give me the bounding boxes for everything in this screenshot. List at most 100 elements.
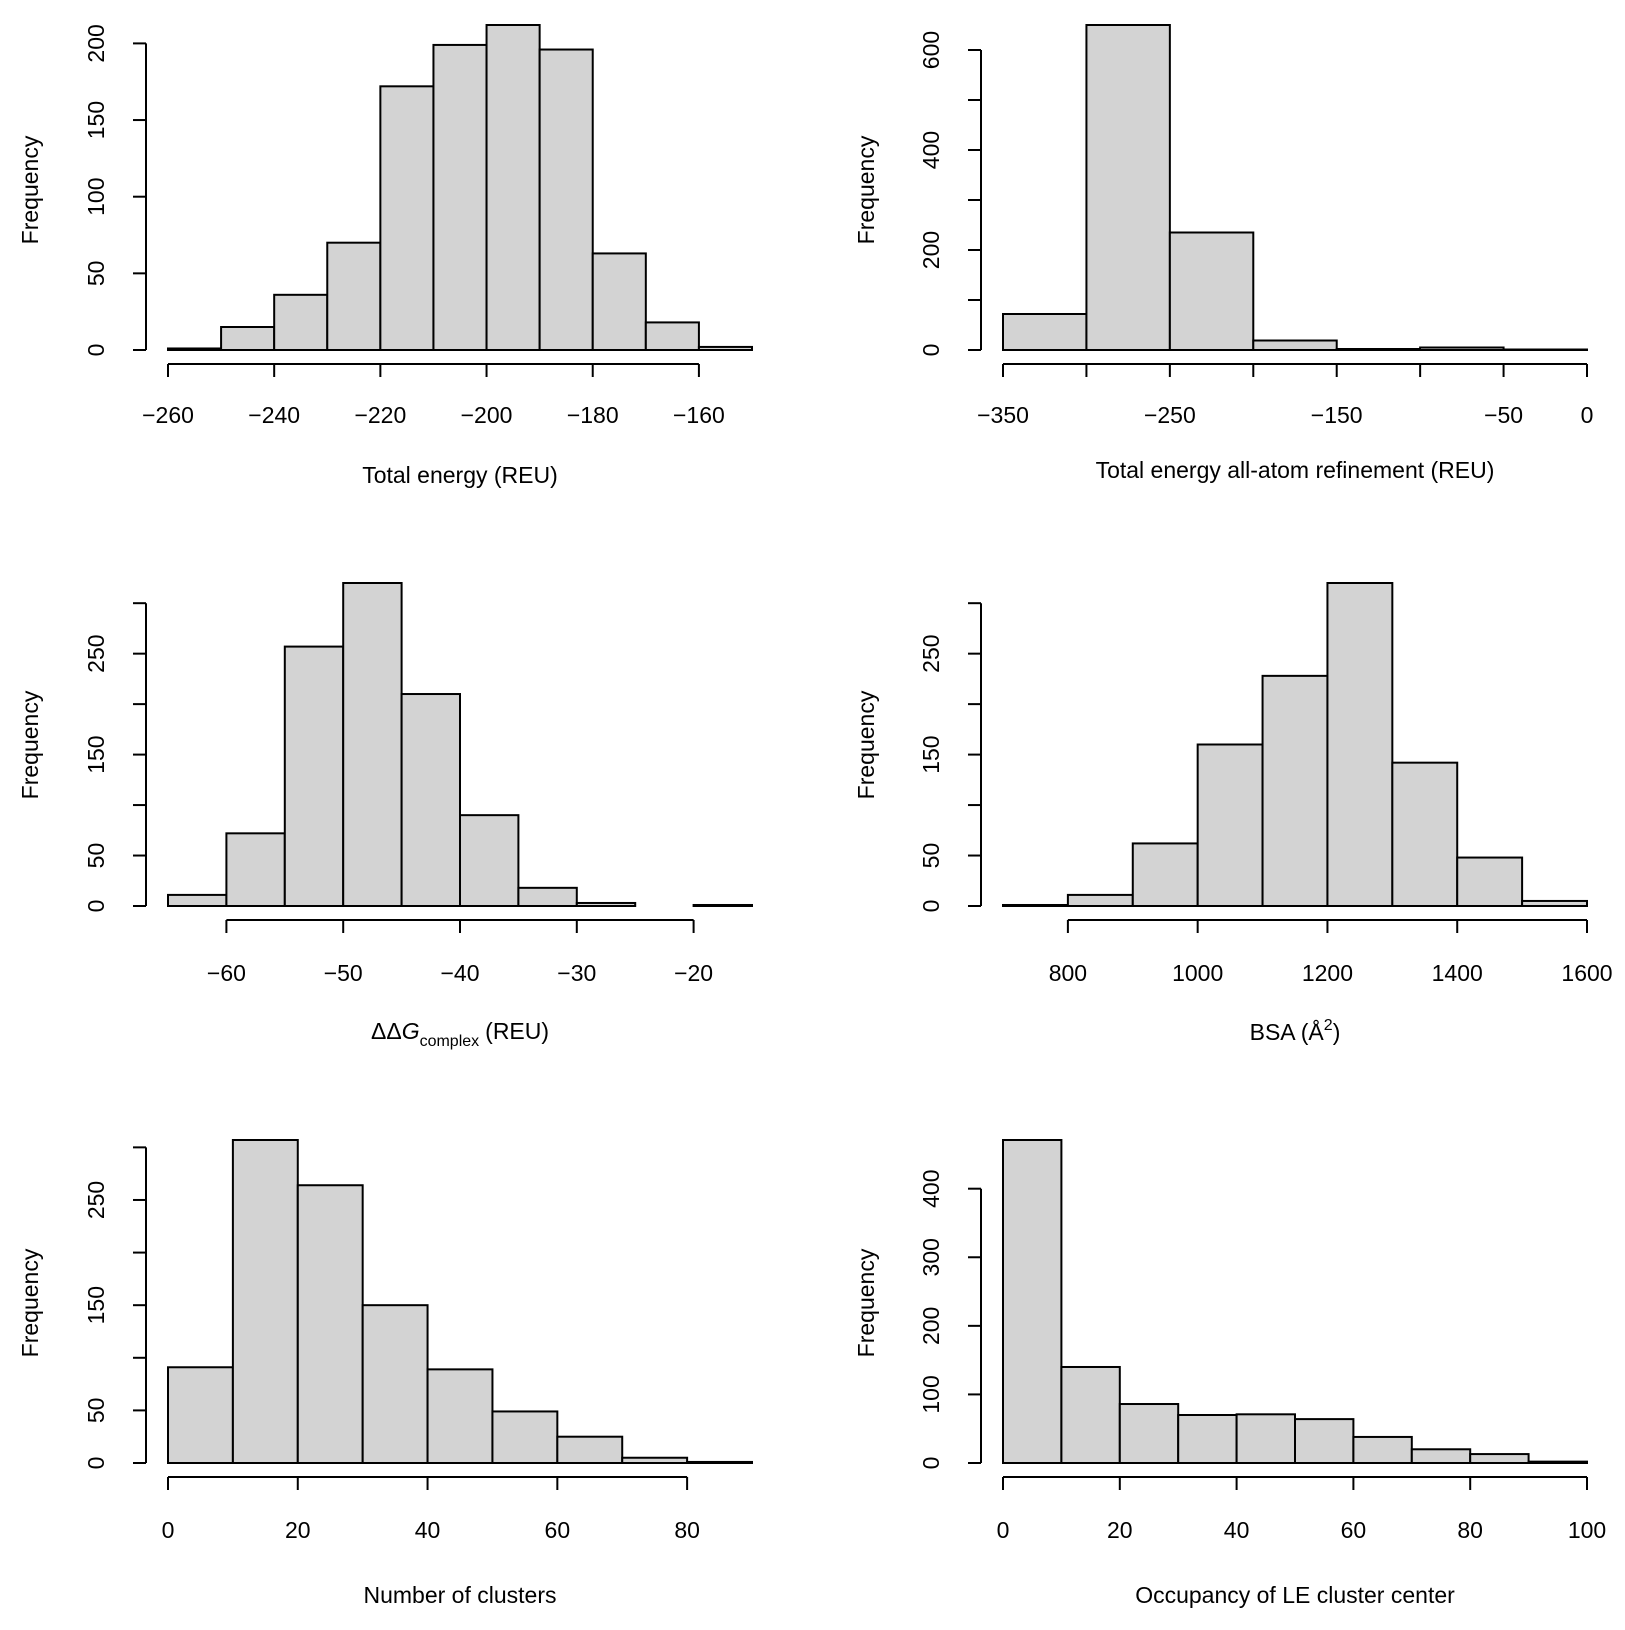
x-tick-label-total-energy-1: −240 [248,402,300,428]
bar-bsa-4 [1261,674,1329,907]
xlabel-bsa-main: BSA (Å [1250,1018,1325,1045]
bars-bsa [1002,582,1588,908]
x-tick-label-total-energy-5: −160 [673,402,725,428]
x-tick-label-number-of-clusters-0: 0 [162,1517,175,1543]
bar-total-energy-10 [697,345,753,351]
x-tick-label-bsa-2: 1200 [1302,960,1353,986]
x-tick-label-bsa-4: 1600 [1561,960,1612,986]
bar-bsa-8 [1521,899,1588,908]
y-tick-label-total-energy-refinement-0: 0 [918,344,944,357]
y-tick-label-occupancy-3: 300 [918,1238,944,1276]
bar-occupancy-9 [1527,1460,1588,1465]
x-tick-label-total-energy-0: −260 [142,402,194,428]
bar-occupancy-5 [1294,1418,1355,1464]
x-tick-label-occupancy-1: 20 [1107,1517,1133,1543]
bar-ddg-complex-0 [167,893,228,908]
bar-total-energy-refinement-5 [1419,346,1505,351]
bar-total-energy-refinement-3 [1252,339,1338,351]
axes-number-of-clusters: 0 20 40 60 80 0 50 150 250 [83,1146,700,1543]
panel-total-energy: −260 −240 −220 −200 −180 −160 0 50 100 150 200 Tot… [17,24,753,488]
axes-occupancy: 0 20 40 60 80 100 0 100 200 300 400 [918,1170,1606,1543]
x-tick-label-number-of-clusters-3: 60 [545,1517,571,1543]
panel-number-of-clusters: 0 20 40 60 80 0 50 150 250 Number of clusters Fr… [17,1139,753,1608]
y-tick-label-total-energy-2: 100 [83,178,109,216]
bar-total-energy-refinement-4 [1335,348,1422,351]
bar-total-energy-4 [379,85,435,351]
bar-bsa-7 [1456,856,1524,907]
bar-total-energy-5 [432,43,488,352]
x-tick-label-occupancy-5: 100 [1568,1517,1606,1543]
y-tick-label-number-of-clusters-1: 50 [83,1398,109,1424]
bar-total-energy-0 [167,347,223,352]
y-tick-label-occupancy-0: 0 [918,1457,944,1470]
axes-total-energy-refinement: −350 −250 −150 −50 0 0 200 400 600 [918,31,1593,428]
y-tick-label-ddg-complex-1: 50 [83,843,109,869]
y-tick-label-bsa-5: 250 [918,634,944,672]
bar-ddg-complex-2 [283,645,345,908]
x-tick-label-ddg-complex-3: −30 [557,960,596,986]
x-tick-label-ddg-complex-2: −40 [440,960,479,986]
ylabel-ddg-complex: Frequency [17,690,43,799]
bar-total-energy-refinement-0 [1002,313,1088,351]
x-tick-label-bsa-0: 800 [1049,960,1087,986]
xlabel-number-of-clusters: Number of clusters [363,1582,556,1608]
x-tick-label-ddg-complex-0: −60 [207,960,246,986]
y-tick-label-number-of-clusters-0: 0 [83,1457,109,1470]
x-tick-label-total-energy-refinement-6: −50 [1484,402,1523,428]
bar-ddg-complex-7 [575,901,637,907]
bar-bsa-3 [1196,743,1264,907]
bar-ddg-complex-5 [459,814,520,907]
bar-total-energy-8 [591,252,647,351]
bar-ddg-complex-3 [342,582,403,907]
ylabel-number-of-clusters: Frequency [17,1248,43,1357]
x-tick-label-total-energy-refinement-2: −250 [1144,402,1196,428]
axes-bsa: 800 1000 1200 1400 1600 0 50 150 250 [918,602,1613,986]
x-tick-label-total-energy-3: −200 [461,402,513,428]
y-tick-label-total-energy-refinement-4: 400 [918,131,944,169]
x-tick-label-total-energy-2: −220 [354,402,406,428]
ylabel-bsa: Frequency [853,690,879,799]
bar-number-of-clusters-5 [491,1410,559,1464]
bar-number-of-clusters-2 [296,1184,364,1464]
bar-bsa-1 [1066,893,1134,908]
axes-ddg-complex: −60 −50 −40 −30 −20 0 50 150 250 [83,602,713,986]
x-tick-label-number-of-clusters-2: 40 [415,1517,441,1543]
ylabel-total-energy-refinement: Frequency [853,135,879,244]
panel-occupancy: 0 20 40 60 80 100 0 100 200 300 400 Occupancy of L… [853,1139,1606,1608]
bar-bsa-5 [1326,582,1394,907]
bar-ddg-complex-6 [517,886,578,908]
bar-number-of-clusters-6 [556,1435,624,1464]
y-tick-label-total-energy-4: 200 [83,24,109,62]
y-tick-label-total-energy-refinement-2: 200 [918,231,944,269]
bar-number-of-clusters-4 [426,1368,494,1464]
panel-bsa: 800 1000 1200 1400 1600 0 50 150 250 BSA (Å2) Fr… [853,582,1613,1045]
bar-number-of-clusters-7 [621,1456,689,1464]
x-tick-label-total-energy-refinement-0: −350 [977,402,1029,428]
y-tick-label-ddg-complex-3: 150 [83,735,109,773]
bar-total-energy-refinement-1 [1085,24,1171,351]
x-tick-label-number-of-clusters-4: 80 [674,1517,700,1543]
bar-total-energy-6 [485,24,541,351]
bar-occupancy-0 [1002,1139,1063,1464]
xlabel-ddg-g: G [402,1018,420,1044]
bar-occupancy-8 [1469,1453,1530,1464]
x-tick-label-bsa-1: 1000 [1172,960,1223,986]
bar-occupancy-2 [1118,1403,1180,1465]
bar-total-energy-3 [326,241,382,351]
bar-occupancy-3 [1177,1414,1238,1464]
bar-occupancy-6 [1352,1435,1413,1464]
axes-total-energy: −260 −240 −220 −200 −180 −160 0 50 100 150 200 [83,24,725,428]
bar-total-energy-refinement-6 [1502,348,1588,351]
y-tick-label-occupancy-4: 400 [918,1170,944,1208]
panel-ddg-complex: −60 −50 −40 −30 −20 0 50 150 250 ΔΔGcomplex (REU)… [17,582,753,1050]
bar-total-energy-2 [273,293,329,351]
y-tick-label-ddg-complex-0: 0 [83,900,109,913]
y-tick-label-number-of-clusters-5: 250 [83,1181,109,1219]
y-tick-label-occupancy-1: 100 [918,1375,944,1413]
x-tick-label-occupancy-4: 80 [1457,1517,1483,1543]
bar-total-energy-refinement-2 [1168,231,1255,351]
x-tick-label-occupancy-2: 40 [1224,1517,1250,1543]
y-tick-label-total-energy-1: 50 [83,261,109,287]
xlabel-bsa-close: ) [1333,1019,1341,1045]
xlabel-ddg-delta: ΔΔ [371,1018,402,1044]
